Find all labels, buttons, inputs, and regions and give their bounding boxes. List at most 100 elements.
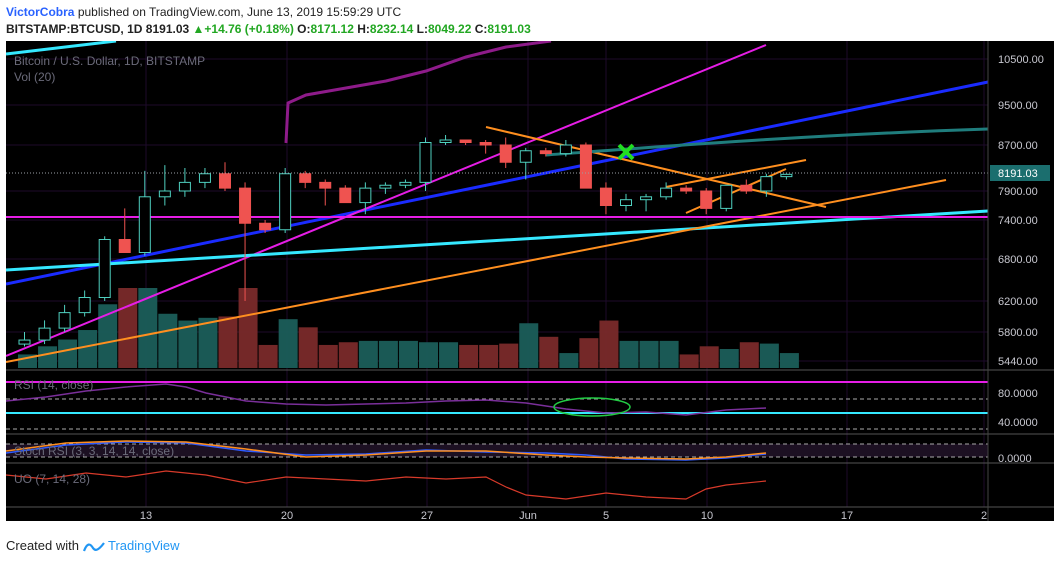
time-tick-label: 2 <box>981 510 987 521</box>
candle <box>780 173 793 180</box>
volume-bar <box>98 304 118 368</box>
high-value: 8232.14 <box>369 22 414 36</box>
volume-bar <box>238 288 258 368</box>
candle <box>599 182 612 215</box>
symbol-label: BITSTAMP:BTCUSD, 1D <box>6 22 143 36</box>
volume-bar <box>419 342 438 368</box>
open-label: O: <box>297 22 311 36</box>
volume-bar <box>118 288 138 368</box>
trendline-orange-down <box>485 126 827 208</box>
volume-bar <box>298 327 318 368</box>
publish-line: VictorCobra published on TradingView.com… <box>6 5 401 19</box>
volume-bar <box>559 353 579 368</box>
uo-label: UO (7, 14, 28) <box>14 472 90 486</box>
volume-bar <box>739 342 759 368</box>
candle <box>178 168 191 197</box>
volume-bar <box>699 346 719 368</box>
volume-bar <box>639 340 659 368</box>
chart-svg[interactable]: Bitcoin / U.S. Dollar, 1D, BITSTAMP Vol … <box>5 39 1054 522</box>
candle <box>198 168 211 189</box>
candle <box>158 165 171 206</box>
volume-bar <box>358 340 378 368</box>
price-candles <box>18 135 793 347</box>
time-tick-label: 5 <box>603 510 609 521</box>
publish-info: published on TradingView.com, June 13, 2… <box>77 5 402 19</box>
author-name[interactable]: VictorCobra <box>6 5 75 19</box>
volume-bar <box>579 338 599 368</box>
candle <box>138 170 151 256</box>
ma-line-teal <box>545 127 989 157</box>
trendline-cyan-top <box>5 39 117 56</box>
high-label: H: <box>357 22 370 36</box>
time-tick-label: 10 <box>701 510 713 521</box>
last-price: 8191.03 <box>145 22 190 36</box>
volume-bar <box>499 343 519 368</box>
rsi-tick-80: 80.0000 <box>998 388 1038 400</box>
price-tick-label: 7900.00 <box>998 186 1038 198</box>
ma-line-purple <box>284 39 552 144</box>
price-marker-label: 8191.03 <box>998 168 1038 180</box>
price-tick-label: 9500.00 <box>998 100 1038 112</box>
footer-brand[interactable]: TradingView <box>108 538 180 553</box>
volume-bar <box>318 344 338 368</box>
volume-bar <box>38 346 58 368</box>
candle <box>239 182 252 301</box>
rsi-panel: RSI (14, close) <box>5 378 988 430</box>
time-axis[interactable]: 13 20 27 Jun 5 10 17 2 <box>140 510 987 522</box>
volume-bar <box>398 340 418 368</box>
trendline-cyan <box>5 209 989 272</box>
stoch-tick-0: 0.0000 <box>998 453 1032 465</box>
candle <box>78 290 91 317</box>
volume-bar <box>78 330 98 368</box>
volume-bar <box>619 340 639 368</box>
time-tick-label: 20 <box>281 510 293 521</box>
candle <box>419 137 432 191</box>
candle <box>740 179 753 194</box>
rsi-label: RSI (14, close) <box>14 378 93 392</box>
volume-bar <box>278 319 298 368</box>
footer-created: Created with <box>6 538 79 553</box>
chart-background <box>6 41 1054 521</box>
volume-bar <box>539 336 559 368</box>
time-tick-label: Jun <box>519 510 537 521</box>
volume-bar <box>378 340 398 368</box>
candle <box>660 182 673 200</box>
volume-bar <box>218 316 238 368</box>
volume-bar <box>599 320 619 368</box>
open-value: 8171.12 <box>310 22 354 36</box>
candle <box>720 184 733 212</box>
volume-bar <box>258 344 278 368</box>
chart-area[interactable]: Bitcoin / U.S. Dollar, 1D, BITSTAMP Vol … <box>5 39 1054 522</box>
candle <box>559 140 572 157</box>
price-axis[interactable]: 10500.00 9500.00 8700.00 7900.00 7400.00 6800… <box>998 54 1044 368</box>
candle <box>219 162 231 191</box>
uo-panel: UO (7, 14, 28) <box>5 470 767 500</box>
candle <box>339 185 352 204</box>
price-tick-label: 10500.00 <box>998 54 1044 66</box>
time-tick-label: 17 <box>841 510 853 521</box>
candle <box>279 168 292 233</box>
volume-bar <box>158 313 178 368</box>
volume-bar <box>659 340 679 368</box>
price-tick-label: 8700.00 <box>998 140 1038 152</box>
volume-bar <box>138 288 158 368</box>
candle <box>519 147 532 180</box>
candle <box>319 179 332 206</box>
trendline-orange-long <box>5 179 947 363</box>
volume-label: Vol (20) <box>14 70 55 84</box>
candle <box>579 142 592 189</box>
candle <box>620 193 632 212</box>
candle <box>760 173 773 197</box>
volume-bar <box>779 353 799 368</box>
candle <box>479 140 492 154</box>
candle <box>640 193 653 212</box>
volume-bar <box>479 344 499 368</box>
volume-bar <box>439 342 459 368</box>
candle <box>539 147 552 157</box>
candle <box>299 170 312 189</box>
volume-bar <box>679 354 699 368</box>
volume-bar <box>719 349 739 368</box>
trendline-blue <box>5 80 989 286</box>
candle <box>459 139 472 145</box>
time-tick-label: 13 <box>140 510 152 521</box>
